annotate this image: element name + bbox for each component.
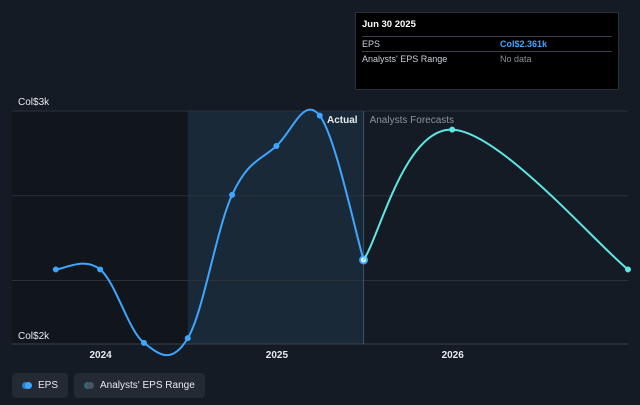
tooltip-row-eps: EPS Col$2.361k — [362, 36, 612, 51]
forecast-label: Analysts Forecasts — [370, 115, 454, 126]
tooltip: Jun 30 2025 EPS Col$2.361k Analysts' EPS… — [355, 12, 619, 90]
tooltip-range-label: Analysts' EPS Range — [362, 54, 448, 64]
tooltip-eps-label: EPS — [362, 39, 381, 49]
y-tick-label: Col$2k — [18, 331, 50, 342]
legend-item-eps[interactable]: EPS — [12, 373, 69, 398]
eps-actual-point — [140, 339, 147, 346]
x-tick-label: 2026 — [442, 350, 465, 361]
past-region — [12, 111, 188, 344]
tooltip-eps-value: Col$2.361k — [500, 39, 548, 49]
eps-actual-point — [184, 335, 191, 342]
x-tick-label: 2025 — [266, 350, 289, 361]
eps-actual-point — [273, 142, 280, 149]
eps-dot-icon — [22, 382, 32, 389]
range-dot-icon — [84, 382, 95, 389]
x-tick-label: 2024 — [89, 350, 112, 361]
eps-actual-point — [316, 112, 323, 119]
actual-label: Actual — [327, 115, 358, 126]
legend: EPS Analysts' EPS Range — [12, 373, 205, 398]
eps-actual-point — [52, 266, 59, 273]
tooltip-date: Jun 30 2025 — [362, 19, 416, 30]
eps-forecast-point — [449, 126, 456, 133]
tooltip-range-value: No data — [500, 54, 532, 64]
eps-actual-point — [229, 191, 236, 198]
eps-actual-point — [97, 266, 104, 273]
tooltip-row-range: Analysts' EPS Range No data — [362, 51, 612, 66]
legend-eps-label: EPS — [38, 380, 59, 391]
legend-range-label: Analysts' EPS Range — [100, 380, 195, 391]
eps-forecast-line — [362, 128, 629, 271]
legend-item-eps-range[interactable]: Analysts' EPS Range — [74, 373, 205, 398]
y-tick-label: Col$3k — [18, 97, 50, 108]
eps-forecast-point — [625, 266, 631, 273]
